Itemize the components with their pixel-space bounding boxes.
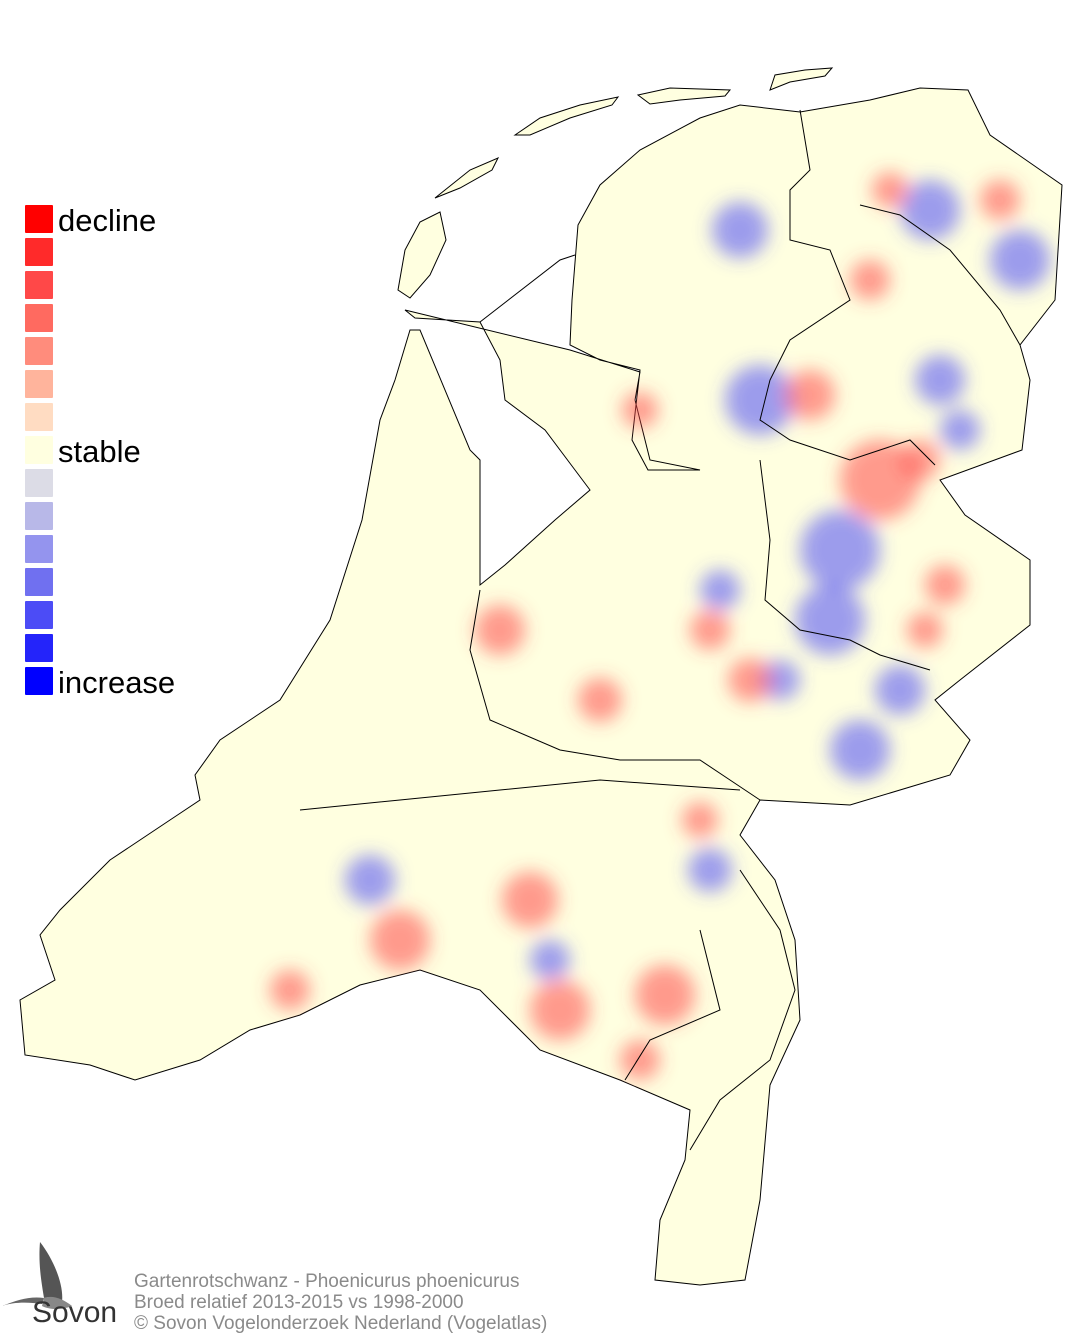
decline-area bbox=[620, 1040, 660, 1080]
increase-area bbox=[688, 848, 732, 892]
increase-area bbox=[725, 365, 795, 435]
legend-swatch bbox=[25, 337, 53, 365]
increase-area bbox=[700, 570, 740, 610]
increase-area bbox=[760, 660, 800, 700]
islands bbox=[397, 67, 834, 299]
decline-area bbox=[980, 180, 1020, 220]
caption-species: Gartenrotschwanz - Phoenicurus phoenicur… bbox=[134, 1271, 520, 1292]
decline-area bbox=[728, 658, 772, 702]
decline-area bbox=[690, 610, 730, 650]
legend-swatch bbox=[25, 271, 53, 299]
legend-swatch bbox=[25, 205, 53, 233]
decline-area bbox=[635, 965, 695, 1025]
legend-swatch bbox=[25, 601, 53, 629]
decline-area bbox=[682, 802, 718, 838]
island-terschelling bbox=[513, 96, 620, 136]
island-schiermonnikoog bbox=[769, 67, 834, 91]
caption-period: Broed relatief 2013-2015 vs 1998-2000 bbox=[134, 1292, 464, 1313]
logo-text: Sovon bbox=[32, 1296, 118, 1329]
legend-swatch bbox=[25, 436, 53, 464]
increase-area bbox=[875, 665, 925, 715]
increase-area bbox=[530, 940, 570, 980]
decline-area bbox=[785, 370, 835, 420]
legend-swatch bbox=[25, 238, 53, 266]
legend-swatch bbox=[25, 667, 53, 695]
legend-swatch bbox=[25, 403, 53, 431]
legend-swatch bbox=[25, 469, 53, 497]
increase-area bbox=[940, 410, 980, 450]
map-caption: Gartenrotschwanz - Phoenicurus phoenicur… bbox=[134, 1271, 547, 1334]
island-ameland bbox=[636, 87, 732, 105]
decline-area bbox=[578, 678, 622, 722]
legend-label-increase: increase bbox=[58, 665, 176, 700]
increase-area bbox=[990, 230, 1050, 290]
decline-area bbox=[622, 392, 658, 428]
decline-area bbox=[502, 872, 558, 928]
decline-area bbox=[530, 980, 590, 1040]
increase-area bbox=[900, 180, 960, 240]
increase-area bbox=[830, 720, 890, 780]
sovon-logo-swallow-icon bbox=[2, 1242, 72, 1309]
legend-label-stable: stable bbox=[58, 434, 141, 469]
decline-area bbox=[270, 970, 310, 1010]
increase-area bbox=[915, 355, 965, 405]
increase-area bbox=[712, 202, 768, 258]
legend-label-decline: decline bbox=[58, 203, 157, 238]
decline-area bbox=[925, 565, 965, 605]
decline-area bbox=[872, 172, 908, 208]
decline-area bbox=[907, 612, 943, 648]
legend-swatch bbox=[25, 502, 53, 530]
increase-area bbox=[345, 855, 395, 905]
increase-area bbox=[795, 585, 865, 655]
trend-blobs bbox=[270, 172, 1050, 1080]
island-vlieland bbox=[434, 157, 500, 199]
decline-area bbox=[850, 260, 890, 300]
legend-swatch bbox=[25, 370, 53, 398]
island-texel bbox=[397, 211, 447, 299]
legend-swatch bbox=[25, 568, 53, 596]
legend-swatch bbox=[25, 304, 53, 332]
legend-swatch bbox=[25, 634, 53, 662]
decline-area bbox=[475, 605, 525, 655]
caption-copyright: © Sovon Vogelonderzoek Nederland (Vogela… bbox=[134, 1313, 548, 1334]
decline-area bbox=[370, 910, 430, 970]
borders bbox=[299, 109, 1021, 1151]
decline-area bbox=[900, 440, 940, 480]
increase-area bbox=[800, 510, 880, 590]
legend-swatch bbox=[25, 535, 53, 563]
